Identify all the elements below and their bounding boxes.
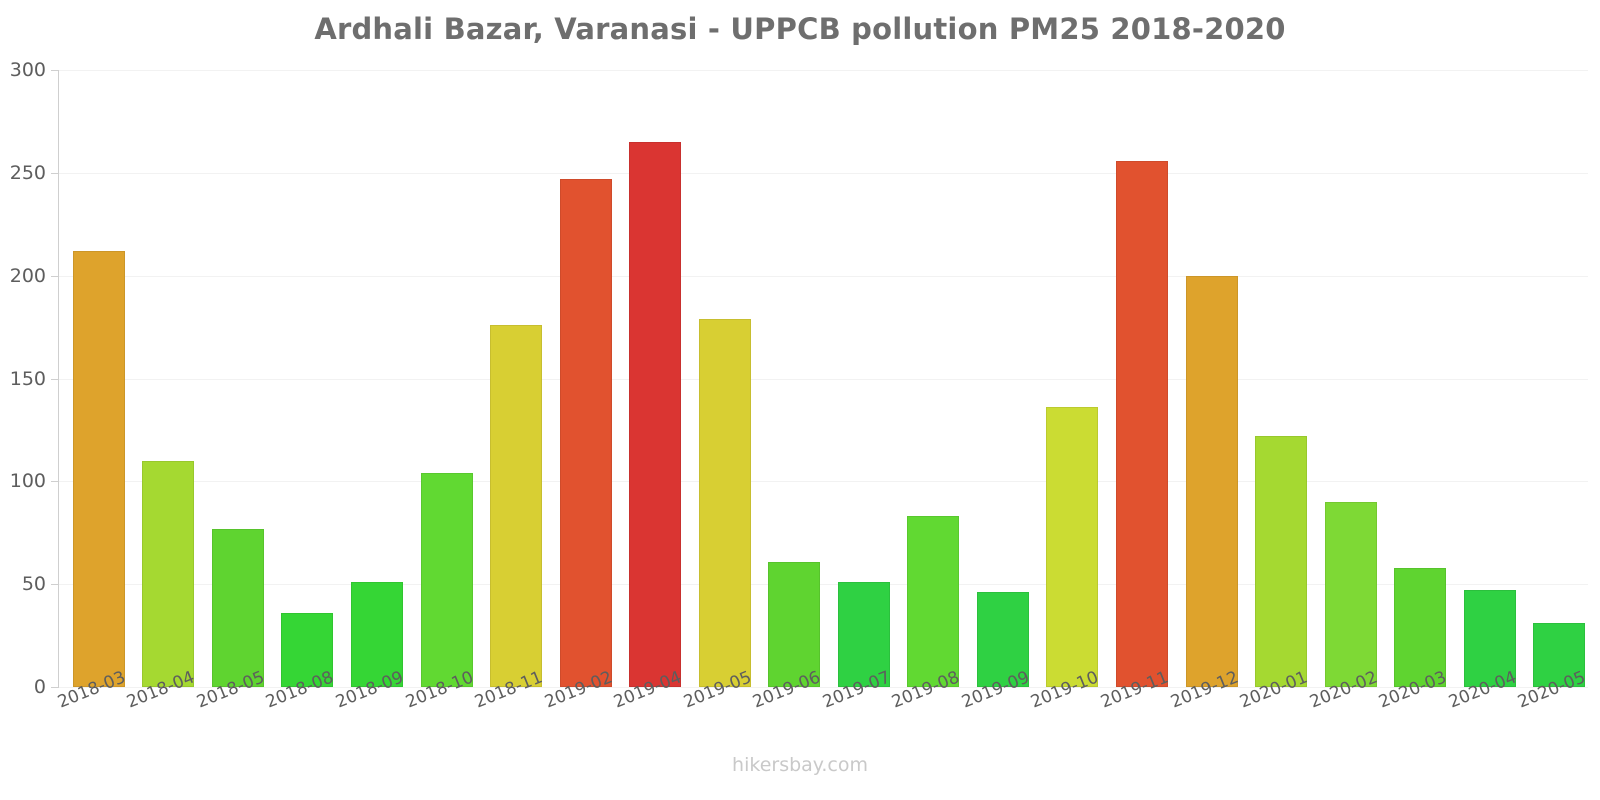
bar-2019-05[interactable] [698, 318, 751, 687]
y-axis-tick-label: 250 [9, 161, 46, 184]
y-axis-tick-label: 0 [33, 676, 46, 698]
y-axis-tick-label: 300 [9, 59, 46, 81]
y-axis-tick-label: 50 [21, 573, 46, 596]
y-tick-mark [51, 275, 59, 277]
bar-2018-03[interactable] [72, 251, 125, 687]
bar-2018-11[interactable] [490, 325, 543, 687]
y-axis-tick-label: 150 [9, 367, 46, 390]
bar-2020-01[interactable] [1255, 436, 1308, 687]
gridline [58, 481, 1588, 483]
bar-2019-11[interactable] [1115, 160, 1168, 687]
gridline [58, 687, 1588, 688]
bar-2019-10[interactable] [1046, 407, 1099, 687]
bar-2019-07[interactable] [837, 582, 890, 687]
bar-2020-02[interactable] [1324, 501, 1377, 687]
y-tick-mark [51, 70, 59, 71]
gridline [58, 584, 1588, 586]
bar-2018-10[interactable] [420, 473, 473, 687]
gridline [58, 378, 1588, 380]
bar-2018-05[interactable] [211, 528, 264, 687]
bar-2020-04[interactable] [1463, 590, 1516, 687]
bar-2018-04[interactable] [142, 460, 195, 687]
bar-2020-05[interactable] [1533, 623, 1586, 687]
bar-2020-03[interactable] [1394, 567, 1447, 687]
y-tick-mark [51, 481, 59, 483]
chart-title: Ardhali Bazar, Varanasi - UPPCB pollutio… [314, 12, 1286, 46]
bar-2019-06[interactable] [768, 561, 821, 687]
bar-2018-09[interactable] [350, 582, 403, 687]
bar-2019-08[interactable] [907, 516, 960, 687]
y-tick-mark [51, 378, 59, 380]
footer-watermark: hikersbay.com [732, 754, 868, 776]
bar-2019-09[interactable] [976, 592, 1029, 687]
y-tick-mark [51, 172, 59, 174]
y-tick-mark [51, 584, 59, 586]
bar-2019-12[interactable] [1185, 275, 1238, 687]
gridline [58, 172, 1588, 174]
y-axis-tick-label: 100 [9, 470, 46, 493]
bar-2018-08[interactable] [281, 612, 334, 687]
plot-area [58, 70, 1588, 687]
gridline [58, 70, 1588, 71]
bar-2019-04[interactable] [629, 141, 682, 687]
y-tick-mark [51, 687, 59, 688]
bar-2019-02[interactable] [559, 179, 612, 687]
gridline [58, 275, 1588, 277]
y-axis-tick-label: 200 [9, 264, 46, 287]
